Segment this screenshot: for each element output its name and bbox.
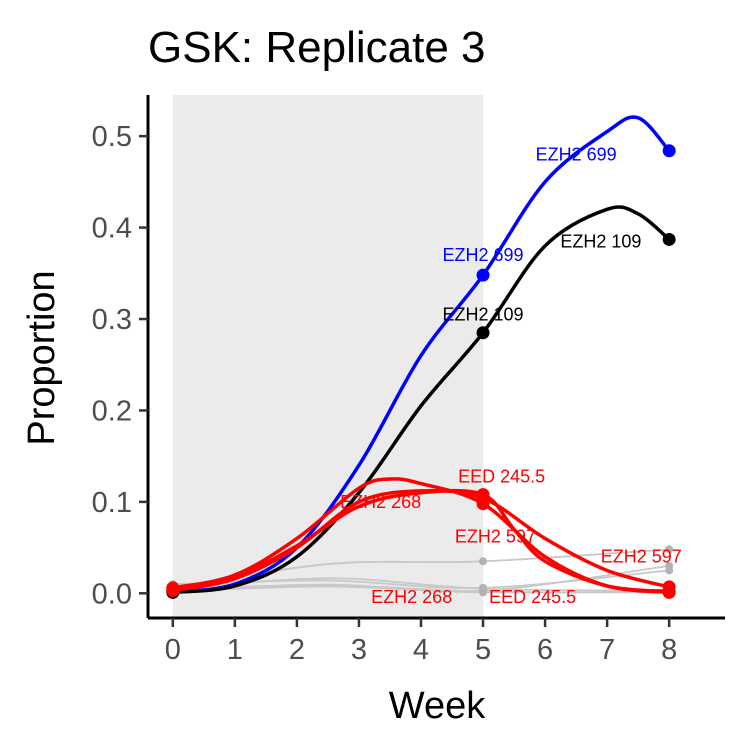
series-line xyxy=(172,477,670,595)
annotation-label: EED 245.5 xyxy=(458,466,545,486)
annotations-group: EZH2 699 EZH2 699 EZH2 109 EZH2 109 EED 245.… xyxy=(340,144,682,607)
data-point xyxy=(476,268,490,282)
y-tick-label: 0.1 xyxy=(92,487,132,519)
annotation-label: EZH2 597 xyxy=(601,547,682,567)
data-point xyxy=(476,326,490,340)
y-tick-label: 0.2 xyxy=(92,395,132,427)
x-ticks-group: 0 1 2 3 4 5 6 7 8 xyxy=(165,618,677,666)
y-tick-label: 0.5 xyxy=(92,121,132,153)
series-line xyxy=(172,115,671,594)
background-point xyxy=(479,557,488,566)
data-point xyxy=(476,491,490,505)
background-point xyxy=(665,545,674,554)
background-point xyxy=(479,584,488,593)
background-point xyxy=(665,561,674,570)
data-point xyxy=(662,144,676,158)
annotation-label: EZH2 268 xyxy=(371,587,452,607)
y-tick-label: 0.3 xyxy=(92,304,132,336)
x-axis-label: Week xyxy=(389,685,486,727)
data-points-group xyxy=(166,144,676,599)
y-axis-label: Proportion xyxy=(21,270,63,445)
series-line xyxy=(172,488,670,593)
data-point xyxy=(662,580,676,594)
y-ticks-group: 0.0 0.1 0.2 0.3 0.4 0.5 xyxy=(92,121,148,610)
x-tick-label: 4 xyxy=(413,634,429,666)
x-tick-label: 6 xyxy=(537,634,553,666)
background-series-line xyxy=(172,585,670,594)
highlight-series-group xyxy=(172,115,671,595)
data-point xyxy=(166,584,180,598)
data-point xyxy=(662,232,676,246)
x-tick-label: 2 xyxy=(289,634,305,666)
y-tick-label: 0.4 xyxy=(92,213,132,245)
annotation-label: EZH2 109 xyxy=(443,304,524,324)
x-tick-label: 5 xyxy=(475,634,491,666)
x-tick-label: 0 xyxy=(165,634,181,666)
x-tick-label: 7 xyxy=(599,634,615,666)
annotation-label: EZH2 109 xyxy=(560,231,641,251)
shaded-treatment-region xyxy=(172,95,484,618)
x-tick-label: 8 xyxy=(661,634,677,666)
series-line xyxy=(172,205,671,595)
x-tick-label: 1 xyxy=(227,634,243,666)
x-tick-label: 3 xyxy=(351,634,367,666)
chart-title: GSK: Replicate 3 xyxy=(148,23,486,72)
annotation-label: EZH2 699 xyxy=(536,144,617,164)
annotation-label: EZH2 699 xyxy=(443,245,524,265)
annotation-label: EZH2 268 xyxy=(340,492,421,512)
annotation-label: EZH2 597 xyxy=(455,527,536,547)
annotation-label: EED 245.5 xyxy=(489,587,576,607)
y-tick-label: 0.0 xyxy=(92,578,132,610)
